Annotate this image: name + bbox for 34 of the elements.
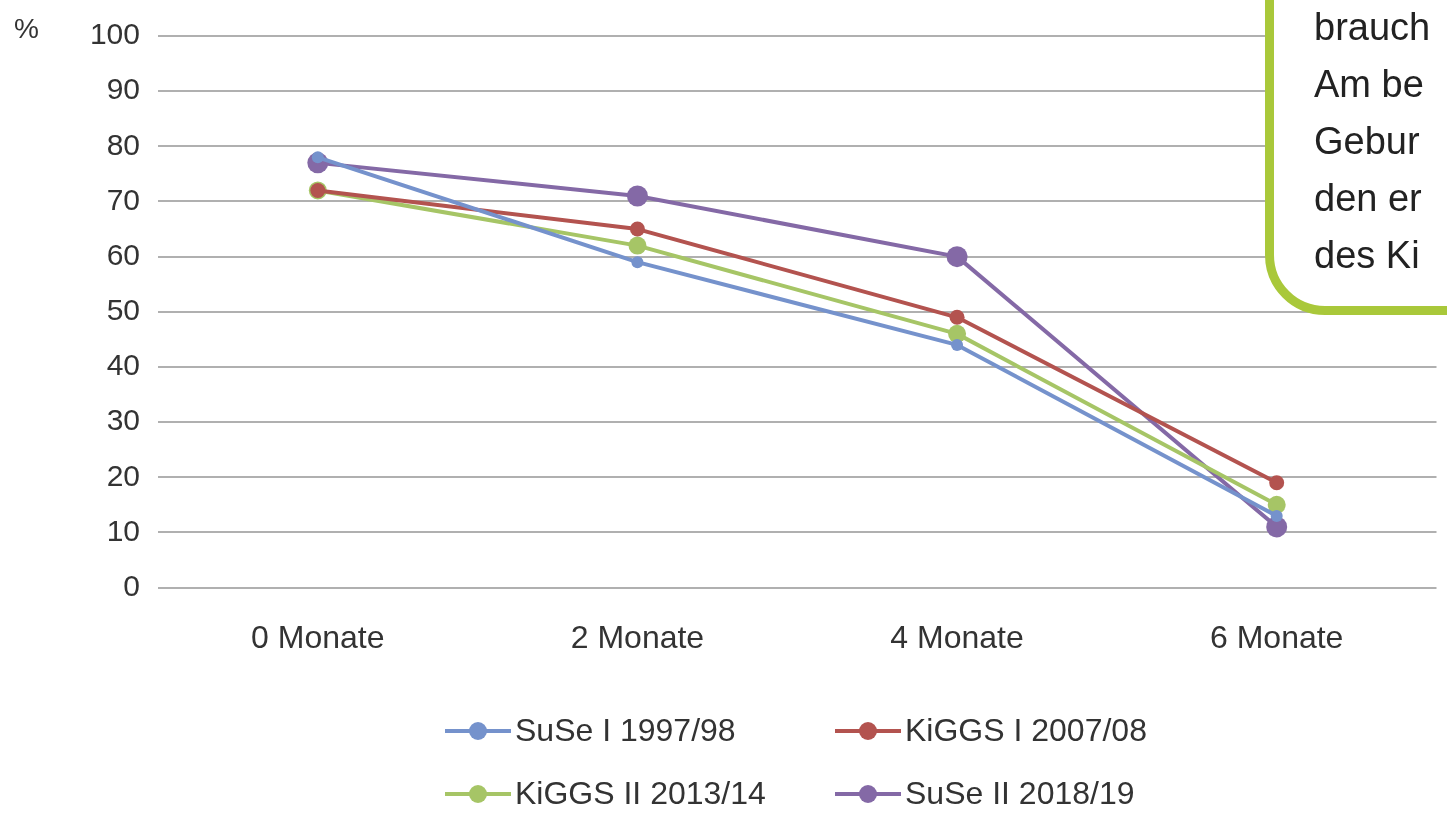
y-tick-label: 10 <box>106 513 140 547</box>
y-tick-label: 30 <box>106 403 140 437</box>
point <box>951 338 964 351</box>
x-tick-label: 0 Monate <box>251 618 385 655</box>
y-tick-label: 90 <box>106 72 140 106</box>
point <box>946 246 968 268</box>
y-tick-label: 0 <box>123 568 140 602</box>
y-tick-label: 20 <box>106 458 140 492</box>
y-tick-label: 50 <box>106 293 140 327</box>
legend-label: SuSe I 1997/98 <box>515 712 736 749</box>
point <box>628 236 647 255</box>
annotation: den er <box>1314 176 1423 221</box>
annotation: des Ki <box>1314 233 1421 278</box>
x-tick-label: 4 Monate <box>890 618 1024 655</box>
annotation: brauch <box>1314 5 1432 50</box>
y-tick-label: 100 <box>89 17 140 51</box>
annotation: Gebur <box>1314 119 1421 164</box>
legend-label: KiGGS I 2007/08 <box>905 712 1147 749</box>
legend-label: KiGGS II 2013/14 <box>515 775 766 812</box>
point <box>1269 475 1285 491</box>
legend-label: SuSe II 2018/19 <box>905 775 1135 812</box>
y-tick-label: 60 <box>106 237 140 271</box>
y-tick-label: 40 <box>106 348 140 382</box>
x-tick-label: 6 Monate <box>1209 618 1344 655</box>
x-tick-label: 2 Monate <box>570 618 705 655</box>
y-tick-label: 70 <box>106 182 140 216</box>
point <box>631 256 644 269</box>
point <box>949 309 965 325</box>
point <box>626 185 648 207</box>
y-axis-title: % <box>14 13 39 45</box>
y-tick-label: 80 <box>106 127 140 161</box>
point <box>1270 509 1283 522</box>
point <box>629 221 645 237</box>
annotation: Am be <box>1314 62 1425 107</box>
